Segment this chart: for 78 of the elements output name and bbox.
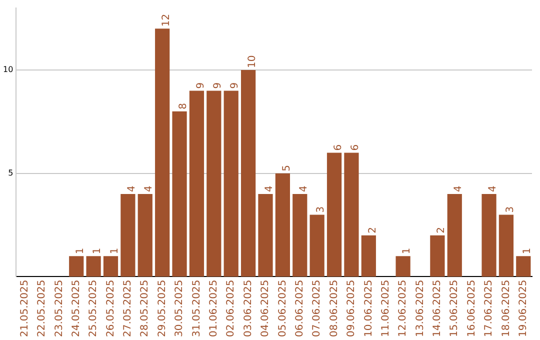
data-label: 4 [126,186,138,192]
data-label: 10 [246,55,258,68]
bar [189,90,204,277]
x-tick-label: 31.05.2025 [191,280,202,338]
x-tick-label: 08.06.2025 [328,280,340,338]
bar [310,214,324,277]
bar [240,70,256,277]
x-tick-label: 21.05.2025 [19,280,30,338]
data-label: 3 [504,206,516,213]
x-tick-label: 29.05.2025 [156,280,168,338]
bar [430,235,445,277]
x-tick-label: 01.06.2025 [208,280,220,338]
bar [120,194,136,277]
x-tick-label: 06.06.2025 [294,280,306,338]
bar [224,90,238,277]
x-tick-label: 26.05.2025 [105,280,116,338]
bar [516,256,531,277]
bar [361,235,376,277]
x-tick-label: 12.06.2025 [398,280,409,338]
data-label: 6 [332,144,344,151]
data-label: 4 [264,186,276,192]
data-label: 4 [144,186,155,192]
data-label: 6 [350,144,362,151]
x-tick-label: 28.05.2025 [140,280,151,338]
x-tick-label: 19.06.2025 [518,280,529,338]
data-label: 1 [74,248,86,254]
bar [396,256,410,277]
x-tick-label: 14.06.2025 [432,280,444,338]
x-tick-label: 30.05.2025 [174,280,186,338]
bar [275,173,290,277]
x-tick-label: 16.06.2025 [466,280,478,338]
x-tick-label: 13.06.2025 [414,280,426,338]
data-label: 4 [453,186,464,192]
bar [326,152,342,277]
bar [292,194,308,277]
x-tick-label: 25.05.2025 [88,280,100,338]
x-tick-label: 07.06.2025 [312,280,323,338]
data-label: 1 [402,248,413,254]
x-tick-label: 24.05.2025 [70,280,82,338]
data-label: 2 [367,227,378,234]
x-tick-label: 02.06.2025 [226,280,237,338]
data-label: 2 [436,227,448,234]
data-label: 1 [92,248,104,254]
bar [447,194,462,277]
x-tick-label: 05.06.2025 [277,280,288,338]
bar [103,256,118,277]
bar [172,111,187,277]
bar [498,214,514,277]
bar [258,194,273,277]
data-label: 9 [212,82,224,89]
bar [344,152,359,277]
data-label: 4 [488,186,499,192]
bar [482,194,496,277]
data-label: 12 [160,14,172,27]
bar [138,194,152,277]
data-label: 5 [281,165,292,172]
x-tick-label: 22.05.2025 [36,280,48,338]
bar [86,256,101,277]
x-tick-label: 17.06.2025 [484,280,495,338]
x-tick-label: 27.05.2025 [122,280,134,338]
bar [206,90,222,277]
x-tick-label: 18.06.2025 [500,280,512,338]
data-label: 9 [195,82,206,89]
data-label: 3 [316,206,327,213]
data-label: 4 [298,186,310,192]
x-tick-label: 04.06.2025 [260,280,272,338]
x-tick-label: 09.06.2025 [346,280,358,338]
x-tick-label: 03.06.2025 [242,280,254,338]
data-label: 1 [109,248,120,254]
data-label: 1 [522,248,533,254]
x-tick-label: 10.06.2025 [363,280,374,338]
bar [155,28,170,277]
x-tick-label: 23.05.2025 [54,280,65,338]
data-label: 9 [230,82,241,89]
x-tick-label: 11.06.2025 [380,280,392,338]
bar [69,256,84,277]
data-label: 8 [178,102,190,110]
x-tick-label: 15.06.2025 [449,280,460,338]
